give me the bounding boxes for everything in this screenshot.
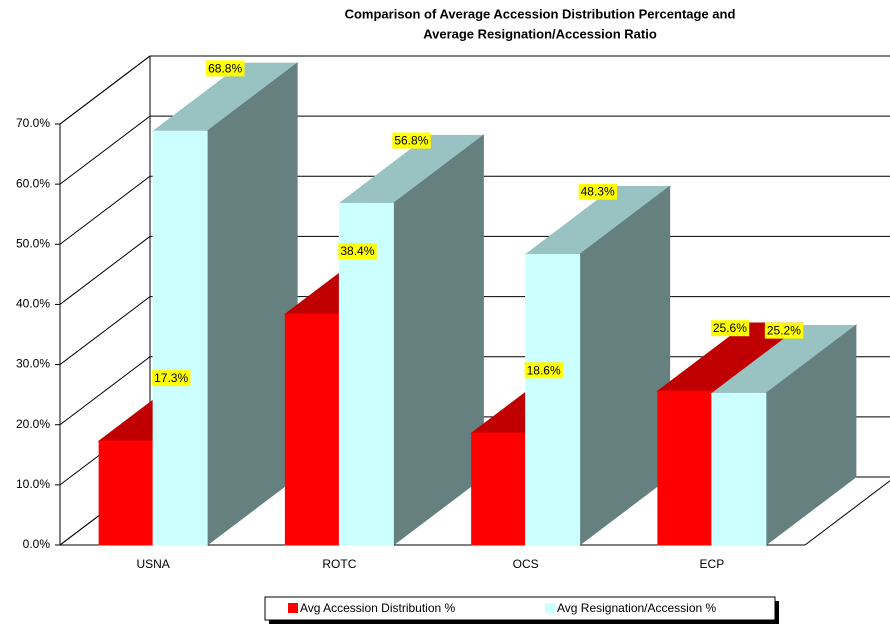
bar	[284, 313, 340, 546]
bar	[525, 254, 581, 546]
legend: Avg Accession Distribution % Avg Resignat…	[264, 596, 779, 624]
data-label: 68.8%	[206, 60, 245, 77]
x-tick-label: ECP	[700, 557, 725, 571]
label-bg	[152, 370, 191, 387]
data-label-text: 18.6%	[527, 363, 561, 377]
bar	[711, 392, 767, 546]
label-bg	[524, 362, 563, 379]
data-label-text: 25.6%	[713, 321, 747, 335]
label-bg	[710, 320, 750, 337]
grid-line	[59, 55, 890, 125]
data-label-text: 68.8%	[208, 61, 242, 75]
legend-label: Avg Accession Distribution %	[300, 601, 456, 615]
y-tick-label: 0.0%	[23, 537, 51, 551]
legend-box	[264, 596, 776, 621]
y-tick-label: 30.0%	[16, 357, 50, 371]
legend-label: Avg Resignation/Accession %	[557, 601, 717, 615]
y-tick-label: 60.0%	[16, 176, 50, 190]
data-label: 48.3%	[578, 183, 617, 200]
bar-side	[392, 134, 484, 547]
data-label-text: 25.2%	[767, 324, 801, 338]
data-label: 18.6%	[524, 362, 563, 379]
bar	[98, 440, 154, 546]
y-tick-label: 40.0%	[16, 297, 50, 311]
data-label: 56.8%	[392, 132, 431, 149]
label-bg	[206, 60, 245, 77]
label-bg	[578, 183, 617, 200]
y-tick-label: 50.0%	[16, 236, 50, 250]
bar	[657, 390, 713, 546]
data-label: 38.4%	[338, 243, 377, 260]
chart-title: Comparison of Average Accession Distribu…	[345, 6, 736, 21]
y-tick-label: 20.0%	[16, 417, 50, 431]
legend-swatch	[288, 603, 298, 613]
bar	[152, 130, 208, 546]
y-tick-label: 10.0%	[16, 477, 50, 491]
data-label-text: 56.8%	[394, 134, 428, 148]
x-tick-label: ROTC	[322, 557, 356, 571]
x-tick-label: OCS	[513, 557, 539, 571]
bar	[471, 432, 527, 546]
grid-line	[59, 115, 890, 185]
grid-line	[59, 175, 890, 245]
data-label-text: 48.3%	[581, 185, 615, 199]
data-label: 25.2%	[764, 322, 804, 339]
label-bg	[764, 322, 804, 339]
data-label-text: 38.4%	[340, 244, 374, 258]
label-bg	[392, 132, 431, 149]
y-tick-label: 70.0%	[16, 116, 50, 130]
label-bg	[338, 243, 377, 260]
data-label: 17.3%	[152, 370, 191, 387]
bar	[338, 202, 394, 546]
chart-title: Average Resignation/Accession Ratio	[423, 26, 657, 41]
data-label: 25.6%	[710, 320, 750, 337]
x-tick-label: USNA	[136, 557, 169, 571]
legend-swatch	[545, 603, 555, 613]
bar-side	[206, 62, 298, 547]
data-label-text: 17.3%	[154, 371, 188, 385]
